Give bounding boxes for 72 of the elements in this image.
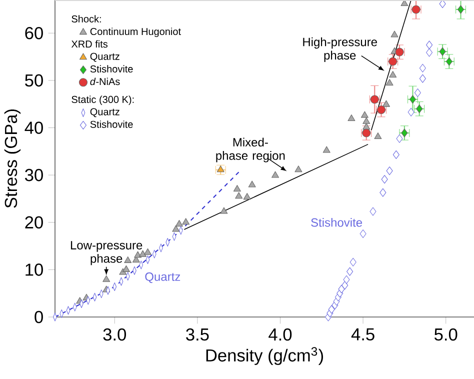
y-tick-label: 60 bbox=[25, 26, 43, 40]
point bbox=[400, 0, 408, 6]
point bbox=[362, 117, 370, 124]
point bbox=[380, 188, 386, 197]
point bbox=[235, 192, 243, 199]
point bbox=[342, 281, 348, 290]
x-tick-label: 4.0 bbox=[268, 328, 292, 341]
point bbox=[350, 258, 356, 266]
x-tick-label: 5.0 bbox=[434, 328, 458, 341]
legend-label: Continuum Hugoniot bbox=[90, 28, 181, 38]
point bbox=[124, 256, 132, 263]
point bbox=[382, 100, 390, 107]
point bbox=[419, 74, 426, 83]
point bbox=[348, 114, 356, 122]
point bbox=[390, 30, 398, 38]
legend-label: d-NiAs bbox=[90, 78, 120, 86]
point bbox=[328, 305, 335, 314]
annotation: XRD fits bbox=[71, 40, 108, 48]
point bbox=[386, 79, 394, 86]
point bbox=[370, 207, 376, 216]
point bbox=[220, 207, 228, 214]
annotation: Stishovite bbox=[311, 218, 362, 227]
point bbox=[172, 225, 180, 232]
point bbox=[389, 70, 397, 78]
point bbox=[233, 184, 241, 192]
x-tick-label: 3.5 bbox=[186, 328, 209, 341]
point bbox=[381, 175, 388, 184]
point bbox=[408, 108, 414, 116]
point bbox=[392, 150, 400, 159]
y-tick-label: 50 bbox=[25, 74, 43, 87]
annotation: Low-pressure phase bbox=[70, 241, 142, 266]
x-axis-title: Density (g/cm$^{3}$) bbox=[206, 347, 323, 366]
y-tick-label: 20 bbox=[25, 216, 43, 229]
legend-label: Quartz bbox=[90, 108, 120, 118]
point bbox=[360, 111, 368, 118]
y-tick-label: 10 bbox=[26, 264, 43, 276]
point bbox=[102, 275, 110, 282]
point bbox=[248, 180, 256, 188]
point bbox=[122, 265, 130, 272]
annotation: High-pressure phase bbox=[303, 37, 377, 62]
point bbox=[426, 48, 433, 57]
legend-label: Quartz bbox=[90, 52, 120, 62]
legend-label: Stishovite bbox=[90, 65, 133, 73]
annotation: Quartz bbox=[145, 272, 180, 284]
annotation: Static (300 K): bbox=[72, 96, 134, 105]
point bbox=[175, 220, 183, 227]
x-tick-label: 4.5 bbox=[351, 328, 374, 340]
point bbox=[182, 218, 190, 225]
point bbox=[294, 166, 302, 172]
point bbox=[216, 166, 224, 172]
point bbox=[439, 0, 446, 8]
annotation: Mixed-phase region bbox=[216, 138, 285, 162]
legend-label: Stishovite bbox=[90, 120, 133, 128]
point bbox=[360, 229, 366, 238]
y-tick-label: 0 bbox=[34, 310, 43, 324]
point bbox=[343, 275, 350, 284]
y-tick-label: 30 bbox=[25, 168, 43, 182]
point bbox=[144, 248, 152, 255]
point bbox=[338, 284, 345, 294]
y-axis-title: Stress (GPa) bbox=[4, 110, 21, 208]
point bbox=[272, 171, 280, 178]
point bbox=[401, 128, 408, 138]
x-tick-label: 3.0 bbox=[103, 328, 126, 341]
point bbox=[374, 132, 382, 140]
point bbox=[419, 64, 426, 72]
point bbox=[322, 146, 330, 153]
point bbox=[386, 166, 393, 176]
annotation: Shock: bbox=[72, 15, 101, 22]
point bbox=[346, 267, 354, 276]
point bbox=[243, 193, 251, 200]
point bbox=[426, 40, 433, 50]
y-tick-label: 40 bbox=[24, 122, 43, 134]
